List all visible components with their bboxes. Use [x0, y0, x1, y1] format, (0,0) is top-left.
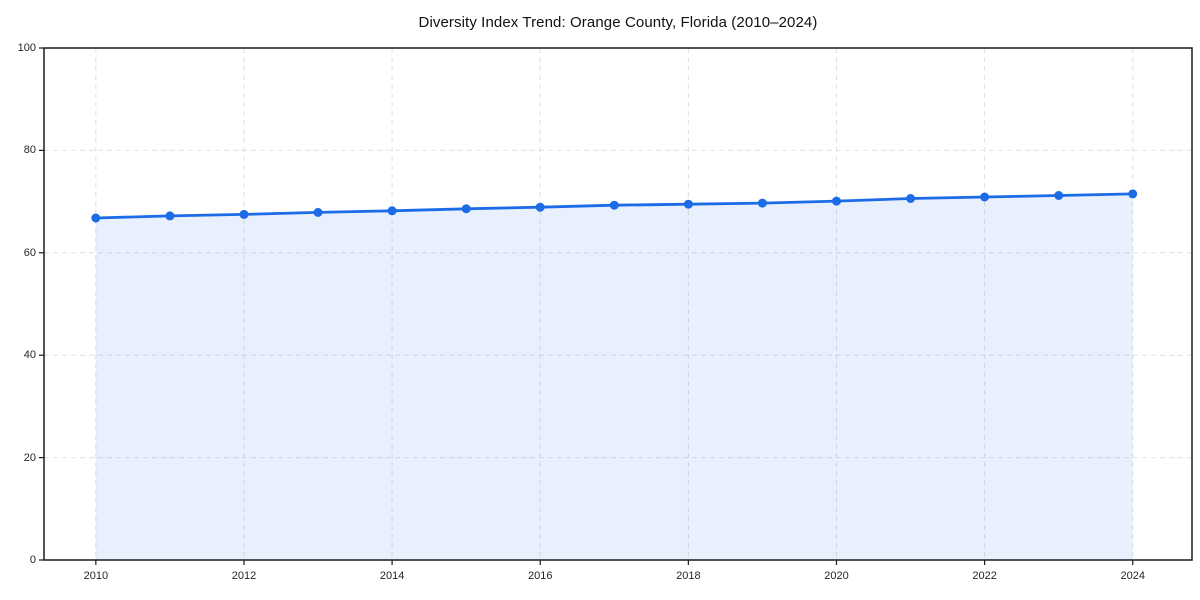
data-point-marker [313, 207, 323, 217]
data-point-marker [165, 211, 175, 221]
data-point-marker [1128, 189, 1138, 199]
data-point-marker [609, 200, 619, 210]
data-point-marker [387, 206, 397, 216]
data-point-marker [980, 192, 990, 202]
data-point-marker [91, 213, 101, 223]
data-point-marker [906, 194, 916, 203]
x-tick-label: 2024 [1120, 570, 1145, 582]
data-point-marker [1054, 191, 1064, 200]
series-area-fill [95, 193, 1133, 560]
x-tick-label: 2022 [972, 570, 997, 582]
x-tick-label: 2014 [379, 570, 405, 582]
x-tick-label: 2020 [824, 570, 849, 582]
data-point-marker [683, 199, 693, 209]
y-tick-label: 40 [23, 349, 36, 362]
data-point-marker [832, 196, 841, 206]
data-point-marker [461, 204, 471, 214]
data-point-marker [239, 209, 249, 219]
data-point-marker [757, 198, 767, 208]
x-tick-label: 2016 [527, 570, 553, 582]
y-tick-label: 0 [29, 554, 36, 566]
chart-title: Diversity Index Trend: Orange County, Fl… [418, 14, 818, 31]
x-tick-label: 2010 [83, 570, 109, 582]
y-tick-label: 60 [23, 246, 36, 259]
y-tick-label: 100 [17, 42, 36, 54]
x-tick-label: 2012 [231, 570, 257, 582]
data-point-marker [535, 202, 545, 212]
y-tick-label: 80 [23, 144, 36, 157]
x-tick-label: 2018 [676, 570, 701, 582]
y-tick-label: 20 [23, 451, 36, 464]
plot-frame [43, 47, 1193, 561]
